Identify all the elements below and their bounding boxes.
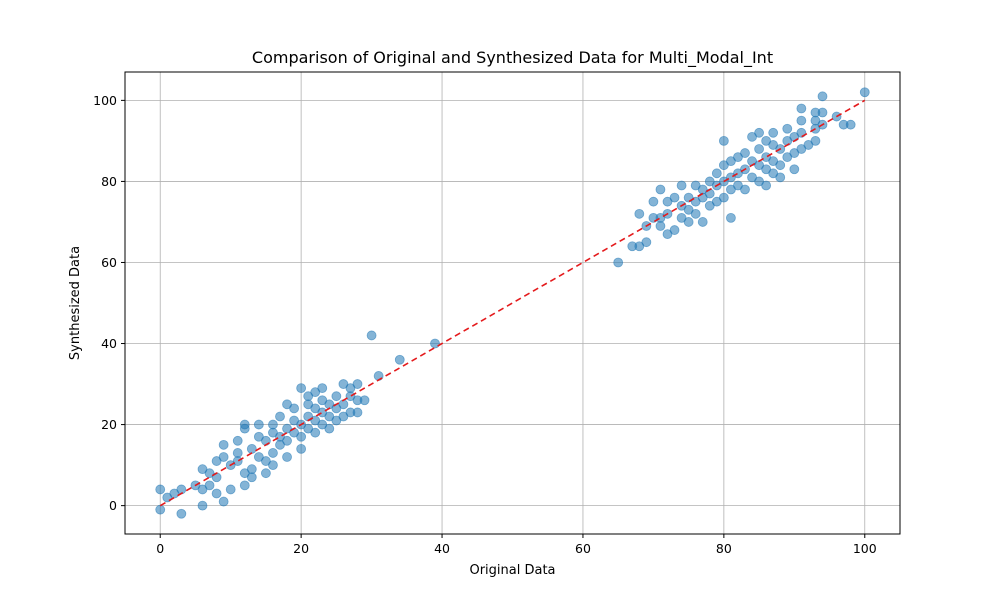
y-tick-label: 0 [109,498,117,513]
data-point [211,488,222,499]
data-point [761,180,772,191]
data-point [810,135,821,146]
data-point [845,119,856,130]
data-point [859,87,870,98]
data-point [324,423,335,434]
data-point [232,435,243,446]
data-point [289,403,299,414]
y-tick-label: 100 [93,93,117,108]
chart-title: Comparison of Original and Synthesized D… [252,48,773,68]
plot-frame [124,71,901,535]
data-point [394,354,405,365]
data-point [296,383,307,394]
y-tick-label: 20 [101,417,117,432]
data-point [246,472,257,483]
x-axis-label: Original Data [469,563,555,578]
reference-line-layer [159,99,866,507]
y-axis-label: Synthesized Data [68,246,83,360]
axis-ticks: 0 20 40 60 80 100 0 20 40 60 80 100 [93,93,877,556]
data-point [239,419,250,430]
data-point [253,419,264,430]
data-point [359,395,370,406]
data-point [683,217,694,227]
data-point [282,435,292,446]
data-point [352,407,363,418]
data-point [718,192,729,203]
data-point [261,468,271,479]
data-point [726,212,736,223]
data-point [711,168,722,179]
data-point [740,148,750,158]
data-point [218,439,229,450]
data-point [366,330,377,341]
data-point [268,419,278,430]
data-point [796,103,807,114]
data-point [634,208,645,219]
x-tick-label: 0 [156,541,164,556]
data-point [246,464,257,475]
data-point [239,480,250,491]
data-point [296,443,307,454]
y-tick-label: 40 [101,336,117,351]
data-point [218,496,229,507]
x-tick-label: 80 [716,541,732,556]
y-tick-label: 60 [101,255,117,270]
data-point [352,379,363,389]
y-tick-label: 80 [101,174,117,189]
x-tick-label: 60 [575,541,591,556]
data-point [740,184,750,195]
data-point [176,508,187,519]
data-point [268,448,278,458]
data-point [690,208,701,219]
data-point [155,504,166,515]
x-tick-label: 20 [293,541,309,556]
data-point [204,480,215,491]
x-tick-label: 40 [434,541,450,556]
data-point [275,411,285,422]
data-point [817,107,828,118]
data-point [331,391,342,402]
data-point [317,383,328,394]
data-points [155,87,870,519]
data-point [225,484,236,495]
data-point [155,484,166,495]
data-point [676,180,687,191]
data-point [768,127,779,138]
reference-line [159,99,866,507]
data-point [655,184,666,195]
data-point [697,217,708,227]
data-point [613,257,624,268]
data-point [296,431,307,442]
data-point [718,135,729,146]
data-point [197,500,208,511]
data-point [246,443,257,454]
data-point [232,448,243,458]
data-point [669,225,680,235]
data-point [789,164,800,175]
data-point [775,172,786,183]
data-point [268,460,278,471]
data-point [796,115,807,126]
data-point [754,144,764,154]
data-point [648,196,659,207]
data-point [775,160,786,171]
grid [125,72,900,534]
data-point [817,91,828,102]
data-point [310,427,321,438]
data-point [782,123,793,134]
data-point [430,338,440,349]
data-point [655,221,666,231]
data-point [218,452,229,462]
x-tick-label: 100 [853,541,877,556]
data-point [641,237,652,248]
data-point [754,127,764,138]
data-point [282,452,292,462]
data-point [669,192,680,203]
